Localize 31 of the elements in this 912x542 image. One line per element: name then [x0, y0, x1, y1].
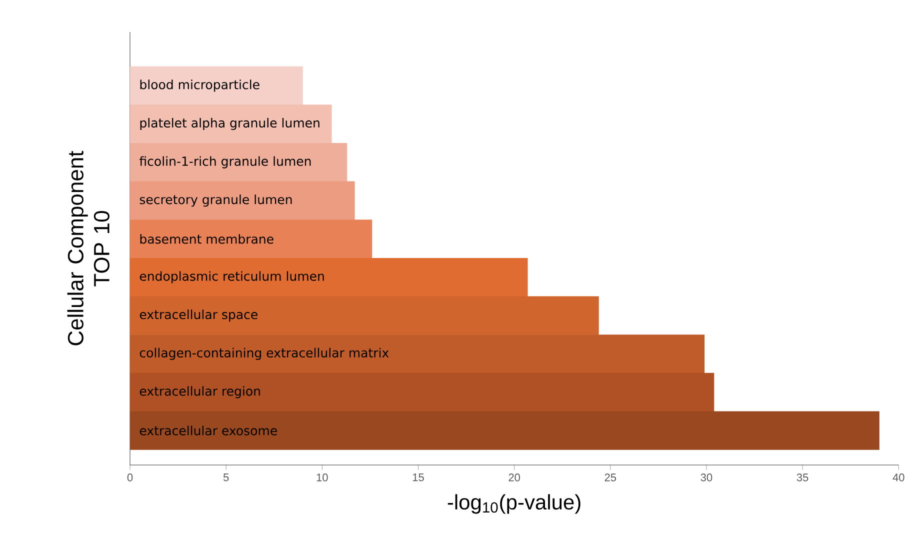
x-tick-label: 40 [892, 474, 904, 482]
bar [130, 220, 372, 258]
x-tick-label: 0 [127, 474, 133, 482]
bar [130, 372, 714, 412]
bar [130, 411, 880, 450]
y-tick-label: basement membrane [140, 234, 274, 244]
y-tick-label: extracellular region [140, 386, 260, 398]
y-axis-title: Cellular Component TOP 10 [67, 150, 110, 346]
bar [130, 181, 355, 220]
y-tick-label: extracellular exosome [140, 426, 277, 436]
y-tick-label: ficolin-1-rich granule lumen [139, 156, 311, 168]
y-tick-label: platelet alpha granule lumen [140, 118, 320, 130]
y-tick-label: endoplasmic reticulum lumen [140, 271, 324, 284]
y-tick-label: blood microparticle [140, 80, 260, 92]
bar [130, 296, 599, 335]
x-tick-label: 5 [223, 474, 229, 482]
x-tick-label: 25 [604, 474, 616, 482]
x-axis-title: -log$_{10}$(p-value) [448, 494, 580, 514]
bar [130, 334, 705, 374]
x-tick-label: 35 [796, 474, 808, 482]
y-tick-label: extracellular space [140, 310, 258, 322]
x-tick-label: 10 [316, 474, 328, 482]
bar [130, 142, 348, 182]
y-tick-label: secretory granule lumen [140, 194, 292, 207]
y-tick-label: collagen-containing extracellular matrix [140, 348, 389, 360]
x-tick-label: 15 [412, 474, 424, 482]
x-tick-label: 30 [700, 474, 712, 482]
x-tick-label: 20 [508, 474, 520, 482]
bar [130, 258, 528, 297]
bar [130, 66, 303, 105]
bar [130, 104, 332, 144]
